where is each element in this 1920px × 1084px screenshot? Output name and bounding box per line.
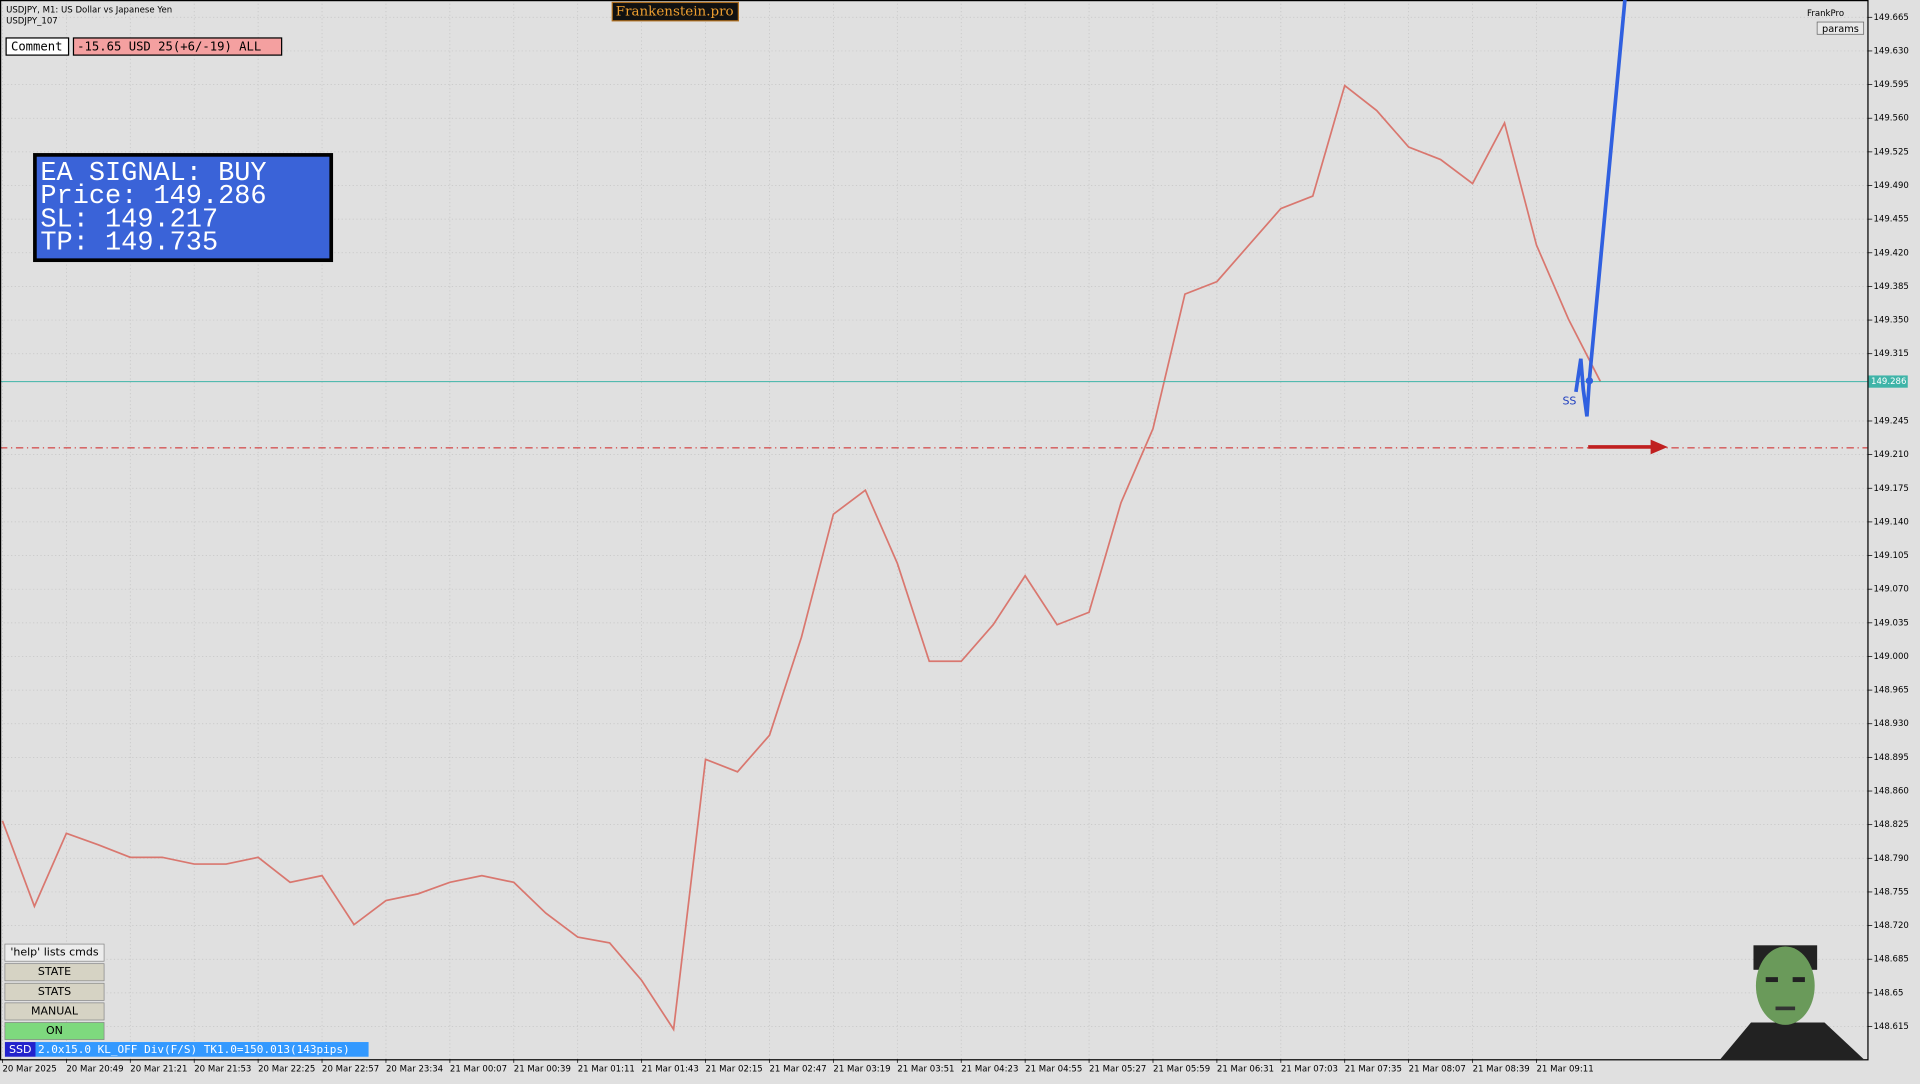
button-label[interactable]: ON: [46, 1024, 63, 1037]
x-tick-label: 21 Mar 09:11: [1536, 1064, 1593, 1074]
x-tick-label: 21 Mar 04:23: [961, 1064, 1018, 1074]
y-tick-label: 149.490: [1873, 181, 1908, 191]
x-tick-label: 20 Mar 20:49: [66, 1064, 123, 1074]
button-label[interactable]: MANUAL: [31, 1004, 79, 1017]
y-tick-label: 148.860: [1873, 787, 1908, 797]
x-tick-label: 21 Mar 04:55: [1025, 1064, 1082, 1074]
x-tick-label: 20 Mar 23:34: [386, 1064, 443, 1074]
sl-arrow-head: [1650, 439, 1668, 455]
price-tag: 149.286: [1871, 377, 1906, 387]
x-tick-label: 21 Mar 02:47: [769, 1064, 826, 1074]
brand-box: [611, 1, 739, 22]
price-line: [1, 84, 1602, 1032]
x-tick-label: 21 Mar 08:39: [1473, 1064, 1530, 1074]
help-text: 'help' lists cmds: [10, 946, 99, 959]
y-tick-label: 149.420: [1873, 248, 1908, 258]
symbol-sub: USDJPY_107: [6, 16, 58, 26]
status-tag-box: [4, 1042, 36, 1057]
x-tick-label: 20 Mar 21:21: [130, 1064, 187, 1074]
y-tick-label: 148.790: [1873, 854, 1908, 864]
y-tick-label: 149.140: [1873, 517, 1908, 527]
signal-line: SL: 149.217: [40, 205, 218, 235]
y-tick-label: 149.350: [1873, 316, 1908, 326]
y-tick-label: 148.755: [1873, 887, 1908, 897]
x-tick-label: 21 Mar 03:51: [897, 1064, 954, 1074]
brand: Frankenstein.pro: [616, 5, 734, 20]
status-tag: SSD: [9, 1043, 31, 1056]
x-tick-label: 20 Mar 21:53: [194, 1064, 251, 1074]
y-tick-label: 149.070: [1873, 585, 1908, 595]
y-tick-label: 149.315: [1873, 349, 1908, 359]
x-tick-label: 21 Mar 07:03: [1281, 1064, 1338, 1074]
x-tick-label: 21 Mar 07:35: [1345, 1064, 1402, 1074]
x-tick-label: 21 Mar 01:11: [578, 1064, 635, 1074]
status-bar: [35, 1042, 369, 1057]
state-button[interactable]: [4, 963, 105, 982]
y-tick-label: 149.560: [1873, 114, 1908, 124]
y-tick-label: 149.245: [1873, 416, 1908, 426]
params-button[interactable]: [1816, 21, 1865, 35]
status-text: 2.0x15.0 KL_OFF Div(F/S) TK1.0=150.013(1…: [38, 1043, 350, 1056]
y-tick-label: 148.895: [1873, 753, 1908, 763]
on-button[interactable]: [4, 1022, 105, 1040]
y-tick-label: 148.720: [1873, 921, 1908, 931]
x-tick-label: 21 Mar 02:15: [706, 1064, 763, 1074]
y-tick-label: 148.930: [1873, 719, 1908, 729]
symbol-title: USDJPY, M1: US Dollar vs Japanese Yen: [6, 5, 172, 15]
signal-arrow: [1574, 0, 1627, 417]
account: FrankPro: [1807, 9, 1844, 19]
y-tick-label: 149.525: [1873, 147, 1908, 157]
stats-button[interactable]: [4, 982, 105, 1001]
signal-line: EA SIGNAL: BUY: [40, 159, 266, 189]
y-tick-label: 149.385: [1873, 282, 1908, 292]
x-tick-label: 21 Mar 01:43: [642, 1064, 699, 1074]
signal-line: Price: 149.286: [40, 182, 266, 212]
signal-line: TP: 149.735: [40, 229, 218, 259]
x-tick-label: 21 Mar 03:19: [833, 1064, 890, 1074]
y-tick-label: 149.175: [1873, 484, 1908, 494]
x-tick-label: 21 Mar 05:27: [1089, 1064, 1146, 1074]
comment-box: [5, 37, 70, 56]
comment-value: -15.65 USD 25(+6/-19) ALL: [77, 40, 261, 54]
y-tick-label: 149.210: [1873, 450, 1908, 460]
x-tick-label: 20 Mar 2025: [2, 1064, 56, 1074]
x-tick-label: 20 Mar 22:57: [322, 1064, 379, 1074]
y-tick-label: 148.685: [1873, 955, 1908, 965]
entry-dot: [1585, 377, 1594, 385]
y-tick-label: 149.630: [1873, 46, 1908, 56]
comment-label: Comment: [11, 40, 63, 54]
manual-button[interactable]: [4, 1002, 105, 1021]
button-label[interactable]: STATE: [38, 965, 71, 978]
x-tick-label: 21 Mar 05:59: [1153, 1064, 1210, 1074]
y-tick-label: 149.000: [1873, 652, 1908, 662]
params-label[interactable]: params: [1822, 24, 1859, 35]
y-tick-label: 148.65: [1873, 988, 1903, 998]
comment-value-box: [72, 37, 283, 56]
x-tick-label: 20 Mar 22:25: [258, 1064, 315, 1074]
marker-label: SS: [1562, 395, 1576, 408]
button-label[interactable]: STATS: [38, 985, 71, 998]
x-tick-label: 21 Mar 00:07: [450, 1064, 507, 1074]
y-tick-label: 149.455: [1873, 215, 1908, 225]
x-tick-label: 21 Mar 06:31: [1217, 1064, 1274, 1074]
y-tick-label: 149.665: [1873, 13, 1908, 23]
y-tick-label: 148.615: [1873, 1022, 1908, 1032]
help-box: [4, 943, 105, 962]
mascot: [1720, 945, 1864, 1060]
plot-frame: [0, 0, 1869, 1061]
x-tick-label: 21 Mar 08:07: [1409, 1064, 1466, 1074]
signal-panel: [33, 153, 334, 263]
y-tick-label: 148.965: [1873, 686, 1908, 696]
price-tag-box: [1868, 375, 1908, 388]
y-tick-label: 149.595: [1873, 80, 1908, 90]
x-tick-label: 21 Mar 00:39: [514, 1064, 571, 1074]
y-tick-label: 148.825: [1873, 820, 1908, 830]
y-tick-label: 149.035: [1873, 618, 1908, 628]
y-tick-label: 149.105: [1873, 551, 1908, 561]
